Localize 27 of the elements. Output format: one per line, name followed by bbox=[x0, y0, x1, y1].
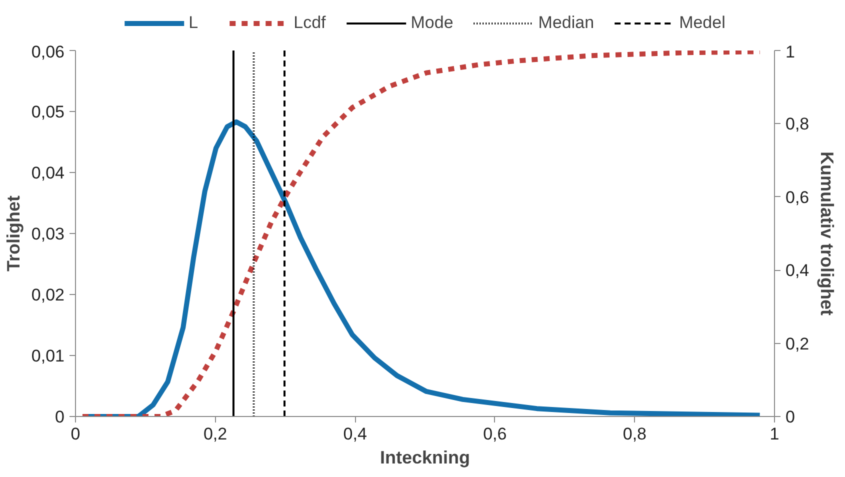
x-tick-label: 0,4 bbox=[343, 424, 367, 444]
y2-axis-title: Kumulativ trolighet bbox=[817, 152, 838, 316]
legend-label: Lcdf bbox=[294, 12, 326, 32]
x-tick-label: 0,8 bbox=[622, 424, 647, 444]
legend-label: Mode bbox=[410, 12, 454, 32]
y2-tick-label: 0,2 bbox=[786, 334, 810, 354]
y-tick-label: 0,03 bbox=[31, 224, 65, 244]
y2-tick-label: 0,8 bbox=[786, 114, 810, 134]
y-tick-label: 0 bbox=[55, 408, 65, 426]
y2-tick-label: 0,6 bbox=[786, 188, 810, 207]
x-tick-label: 1 bbox=[770, 424, 780, 444]
x-tick-label: 0 bbox=[70, 424, 80, 444]
legend-label: Medel bbox=[679, 12, 726, 32]
y-tick-label: 0,01 bbox=[31, 346, 65, 366]
y-tick-label: 0,06 bbox=[31, 42, 65, 62]
y2-tick-label: 0,4 bbox=[786, 261, 810, 280]
y-tick-label: 0,02 bbox=[31, 286, 65, 304]
y-tick-label: 0,04 bbox=[31, 164, 65, 182]
y-axis-title: Trolighet bbox=[3, 195, 24, 272]
x-tick-label: 0,2 bbox=[203, 424, 228, 444]
legend-label: Median bbox=[538, 12, 594, 32]
x-axis-title: Inteckning bbox=[380, 448, 470, 468]
y-tick-label: 0,05 bbox=[31, 102, 65, 122]
y2-tick-label: 0 bbox=[786, 408, 795, 426]
y2-tick-label: 1 bbox=[786, 42, 795, 62]
x-tick-label: 0,6 bbox=[483, 424, 507, 444]
legend-label: L bbox=[188, 12, 200, 32]
